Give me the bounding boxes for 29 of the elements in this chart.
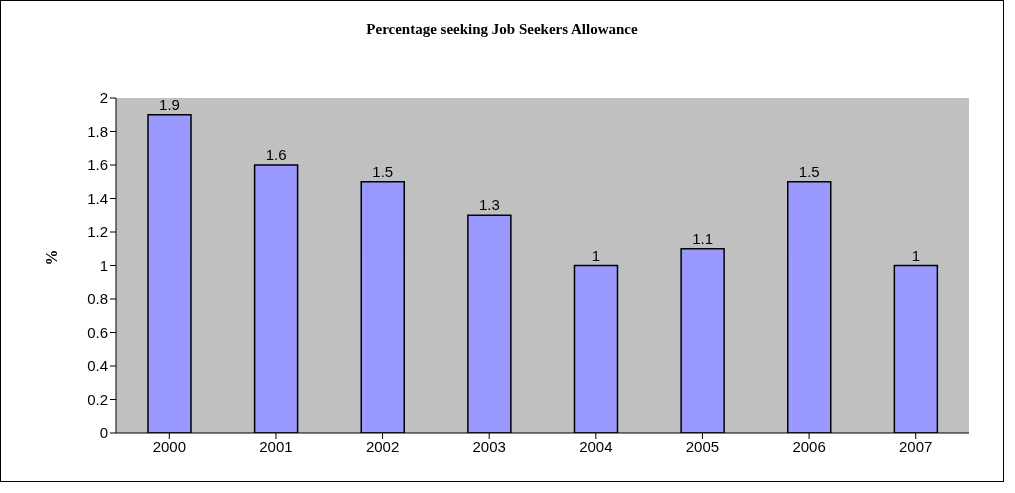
data-label: 1 [591, 246, 601, 264]
data-label: 1.1 [692, 229, 714, 247]
chart-title: Percentage seeking Job Seekers Allowance [365, 21, 639, 38]
y-tick-label: 1 [99, 256, 108, 274]
data-label: 1.6 [265, 146, 287, 163]
y-tick-label: 2 [99, 89, 108, 107]
y-tick-label: 1.6 [87, 156, 108, 174]
x-tick-label: 2003 [472, 437, 506, 455]
data-label: 1.9 [159, 95, 180, 113]
x-tick-label: 2004 [579, 437, 613, 455]
y-tick-label: 0 [99, 424, 108, 442]
data-label: 1.5 [372, 162, 394, 180]
x-tick-label: 2007 [899, 437, 933, 455]
data-label: 1.5 [798, 162, 820, 180]
y-tick-label: 1.4 [87, 189, 108, 207]
x-tick-label: 2005 [685, 437, 720, 455]
y-tick-label: 1.2 [87, 223, 108, 241]
y-tick-label: 1.8 [87, 122, 108, 140]
y-tick-label: 0.6 [87, 323, 108, 341]
x-tick-label: 2002 [365, 437, 400, 455]
x-tick-label: 2006 [792, 437, 826, 455]
y-tick-label: 0.2 [87, 390, 108, 408]
y-tick-label: 0.4 [87, 357, 108, 375]
y-axis-title: % [42, 249, 60, 266]
y-tick-label: 0.8 [87, 290, 108, 308]
x-tick-label: 2001 [259, 437, 293, 455]
data-label: 1 [911, 246, 921, 264]
x-tick-label: 2000 [152, 437, 186, 455]
data-label: 1.3 [478, 196, 500, 214]
